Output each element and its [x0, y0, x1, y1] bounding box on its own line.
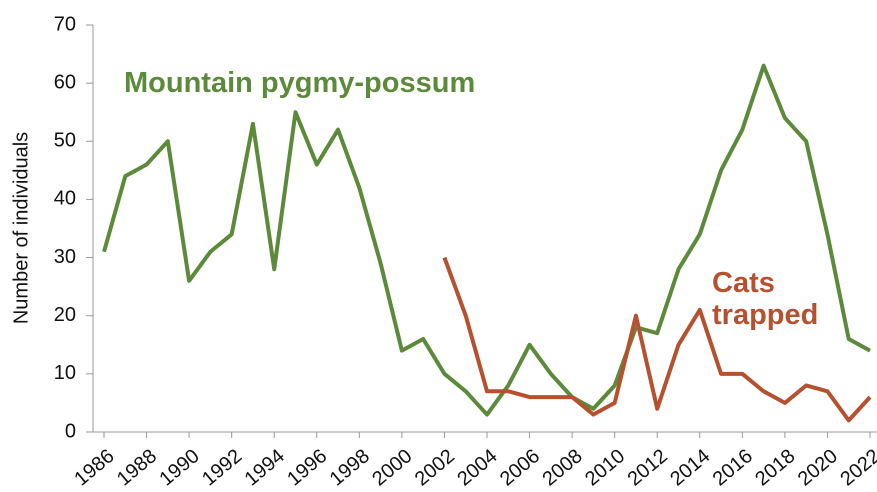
x-tick-label: 2012	[624, 445, 672, 490]
x-tick-label: 2008	[538, 445, 586, 490]
x-tick-label: 1992	[198, 445, 246, 490]
x-tick-label: 2010	[581, 445, 629, 490]
y-tick-label: 70	[54, 13, 76, 35]
x-tick-label: 1994	[241, 445, 289, 490]
series-line	[442, 256, 872, 423]
x-tick-label: 2006	[496, 445, 544, 490]
x-tick-label: 2000	[368, 445, 416, 490]
x-tick-label: 2016	[709, 445, 757, 490]
x-tick-label: 1996	[283, 445, 331, 490]
y-axis-label: Number of individuals	[10, 132, 32, 324]
x-tick-label: 2014	[666, 445, 714, 490]
y-tick-label: 20	[54, 304, 76, 326]
x-tick-label: 1990	[155, 445, 203, 490]
x-tick-label: 1986	[70, 445, 118, 490]
y-tick-label: 0	[65, 420, 76, 442]
y-tick-label: 50	[54, 130, 76, 152]
x-tick-label: 2004	[453, 445, 501, 490]
y-tick-label: 40	[54, 188, 76, 210]
x-tick-label: 2022	[836, 445, 877, 490]
series-line	[102, 63, 871, 417]
x-tick-label: 1998	[326, 445, 374, 490]
x-tick-label: 2018	[751, 445, 799, 490]
x-tick-label: 2002	[411, 445, 459, 490]
x-tick-label: 1988	[113, 445, 161, 490]
series-label: Cats trapped	[712, 267, 819, 331]
y-tick-label: 60	[54, 71, 76, 93]
y-tick-label: 10	[54, 362, 76, 384]
x-tick-label: 2020	[794, 445, 842, 490]
series-label: Mountain pygmy-possum	[124, 67, 476, 99]
y-tick-label: 30	[54, 246, 76, 268]
